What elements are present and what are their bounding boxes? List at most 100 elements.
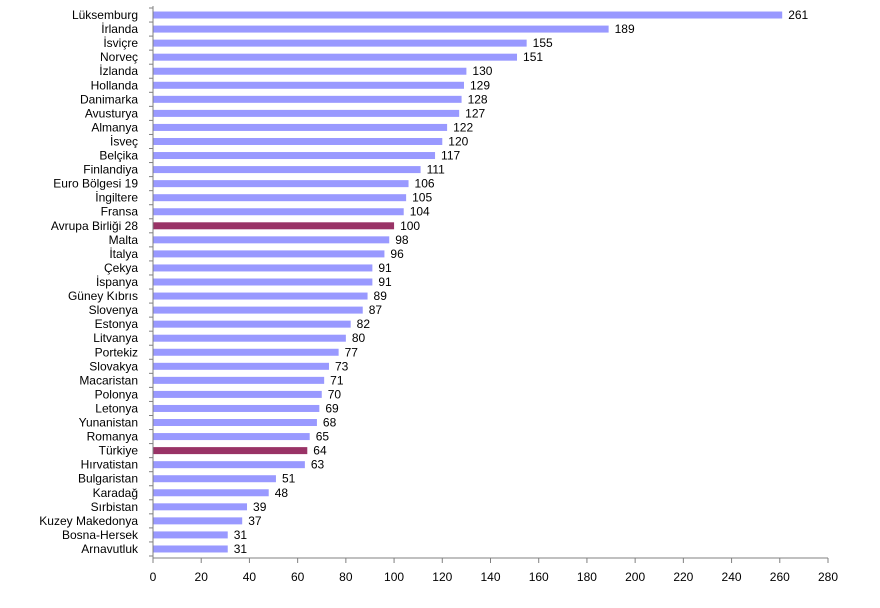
x-tick-label: 120 <box>432 570 452 584</box>
category-label: Almanya <box>91 120 138 134</box>
x-tick-label: 180 <box>577 570 597 584</box>
value-label: 189 <box>615 22 635 36</box>
bar <box>153 489 269 497</box>
category-label: Lüksemburg <box>72 8 138 22</box>
category-label: Türkiye <box>99 444 139 458</box>
bar <box>153 306 363 314</box>
bar <box>153 53 518 61</box>
bar <box>153 531 228 539</box>
x-tick-label: 280 <box>818 570 838 584</box>
x-tick-label: 140 <box>480 570 500 584</box>
x-tick-label: 220 <box>673 570 693 584</box>
bar <box>153 123 448 131</box>
bar <box>153 194 407 202</box>
value-label: 117 <box>441 149 460 163</box>
category-label: Karadağ <box>93 486 138 500</box>
bar <box>153 334 346 342</box>
value-label: 111 <box>427 163 446 177</box>
value-label: 70 <box>328 387 342 401</box>
bar <box>153 137 443 145</box>
value-label: 151 <box>523 50 543 64</box>
bar <box>153 166 421 174</box>
value-label: 65 <box>316 430 330 444</box>
bar <box>153 180 409 188</box>
category-label: Kuzey Makedonya <box>39 514 138 528</box>
category-label: Malta <box>109 233 139 247</box>
category-label: Güney Kıbrıs <box>68 289 138 303</box>
bar <box>153 376 325 384</box>
bar <box>153 461 305 469</box>
x-tick-label: 40 <box>243 570 257 584</box>
x-tick-label: 160 <box>529 570 549 584</box>
value-label: 31 <box>234 528 248 542</box>
bar <box>153 390 322 398</box>
value-label: 120 <box>448 134 468 148</box>
bar <box>153 81 464 89</box>
bar <box>153 39 527 47</box>
category-label: Hollanda <box>91 78 139 92</box>
value-label: 80 <box>352 331 366 345</box>
value-label: 106 <box>415 177 435 191</box>
value-label: 64 <box>313 444 327 458</box>
category-label: Fransa <box>101 205 139 219</box>
category-label: İtalya <box>109 247 138 261</box>
category-label: İsviçre <box>103 36 138 50</box>
x-tick-label: 60 <box>291 570 305 584</box>
value-label: 37 <box>248 514 262 528</box>
value-label: 89 <box>374 289 388 303</box>
category-label: Hırvatistan <box>81 458 138 472</box>
value-label: 127 <box>465 106 485 120</box>
x-tick-label: 240 <box>722 570 742 584</box>
x-tick-label: 20 <box>195 570 209 584</box>
bar <box>153 475 276 483</box>
value-label: 63 <box>311 458 325 472</box>
value-label: 51 <box>282 472 296 486</box>
value-labels-layer: 2611891551511301291281271221201171111061… <box>234 8 809 556</box>
bar <box>153 517 243 525</box>
category-label: Çekya <box>104 261 138 275</box>
category-label: Slovakya <box>89 359 138 373</box>
bar <box>153 109 460 117</box>
value-label: 105 <box>412 191 432 205</box>
value-label: 128 <box>468 92 488 106</box>
x-tick-label: 260 <box>770 570 790 584</box>
category-label: Sırbistan <box>91 500 138 514</box>
bar-highlighted <box>153 447 308 455</box>
category-label: Bosna-Hersek <box>62 528 139 542</box>
value-label: 96 <box>390 247 404 261</box>
value-label: 129 <box>470 78 490 92</box>
category-label: Portekiz <box>95 345 138 359</box>
bar <box>153 264 373 272</box>
bar <box>153 152 436 160</box>
value-label: 122 <box>453 120 473 134</box>
bar <box>153 404 320 412</box>
value-label: 87 <box>369 303 383 317</box>
category-label: Macaristan <box>79 373 138 387</box>
category-label: İrlanda <box>101 22 138 36</box>
category-label: Avrupa Birliği 28 <box>51 219 138 233</box>
category-label: Polonya <box>95 387 139 401</box>
category-label: İsveç <box>110 134 138 148</box>
category-label: İngiltere <box>95 191 138 205</box>
value-label: 71 <box>330 373 344 387</box>
bars-layer <box>153 11 783 553</box>
category-label: Slovenya <box>89 303 139 317</box>
bar <box>153 25 609 33</box>
value-label: 77 <box>345 345 359 359</box>
bar <box>153 250 385 258</box>
bar <box>153 95 462 103</box>
bar <box>153 278 373 286</box>
bar <box>153 208 404 216</box>
value-label: 261 <box>788 8 808 22</box>
x-tick-label: 100 <box>384 570 404 584</box>
category-label: Danimarka <box>80 92 138 106</box>
x-tick-label: 200 <box>625 570 645 584</box>
value-label: 104 <box>410 205 430 219</box>
category-label: Finlandiya <box>83 163 138 177</box>
category-label: Letonya <box>95 401 138 415</box>
bar <box>153 545 228 553</box>
bar <box>153 236 390 244</box>
bar <box>153 419 317 427</box>
